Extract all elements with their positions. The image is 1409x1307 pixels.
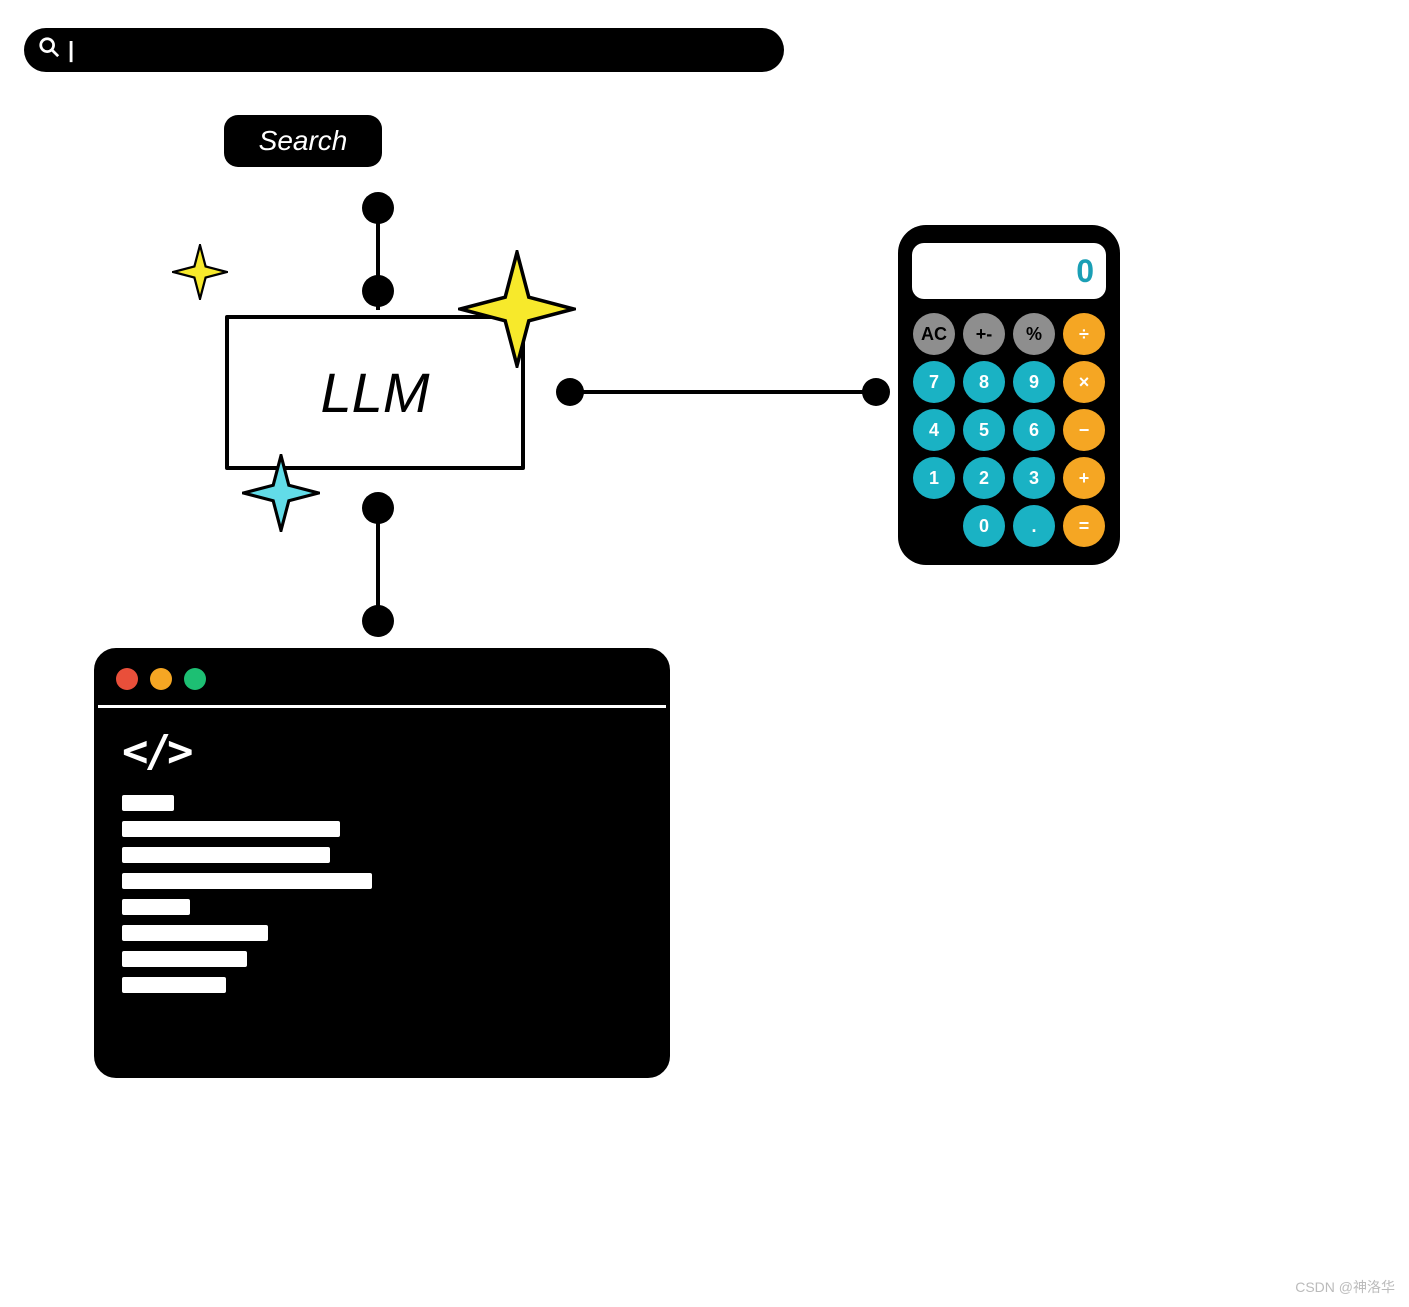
code-icon: </>: [122, 726, 642, 777]
watermark: CSDN @神洛华: [1295, 1277, 1395, 1297]
calc-btn-0[interactable]: 0: [963, 505, 1005, 547]
terminal-window: </>: [94, 648, 670, 1078]
calc-btn-÷[interactable]: ÷: [1063, 313, 1105, 355]
llm-label: LLM: [321, 360, 430, 425]
code-line: [122, 951, 247, 967]
calc-btn-6[interactable]: 6: [1013, 409, 1055, 451]
calc-btn-−[interactable]: −: [1063, 409, 1105, 451]
minimize-icon[interactable]: [150, 668, 172, 690]
calculator-display: 0: [912, 243, 1106, 299]
code-line: [122, 873, 372, 889]
code-line: [122, 899, 190, 915]
calc-btn-4[interactable]: 4: [913, 409, 955, 451]
calc-btn-+[interactable]: +: [1063, 457, 1105, 499]
search-label-text: Search: [259, 125, 348, 157]
code-line: [122, 977, 226, 993]
terminal-header: [98, 652, 666, 708]
search-cursor: |: [68, 37, 74, 63]
calc-btn-2[interactable]: 2: [963, 457, 1005, 499]
calc-btn-7[interactable]: 7: [913, 361, 955, 403]
search-label-pill: Search: [224, 115, 382, 167]
code-line: [122, 847, 330, 863]
calc-btn-3[interactable]: 3: [1013, 457, 1055, 499]
code-line: [122, 795, 174, 811]
sparkle-icon: [172, 244, 228, 300]
sparkle-icon: [458, 250, 576, 368]
calc-btn-5[interactable]: 5: [963, 409, 1005, 451]
calc-btn-×[interactable]: ×: [1063, 361, 1105, 403]
search-bar[interactable]: |: [24, 28, 784, 72]
calculator-keypad: AC+-%÷ 789× 456− 123+0.=: [912, 313, 1106, 547]
calc-btn-1[interactable]: 1: [913, 457, 955, 499]
calc-btn-.[interactable]: .: [1013, 505, 1055, 547]
connector-right-line: [570, 390, 880, 394]
search-icon: [38, 36, 60, 65]
calc-btn-AC[interactable]: AC: [913, 313, 955, 355]
calculator-display-value: 0: [1076, 253, 1094, 290]
connector-top-dot-b: [362, 275, 394, 307]
code-line: [122, 821, 340, 837]
calc-btn-+-[interactable]: +-: [963, 313, 1005, 355]
maximize-icon[interactable]: [184, 668, 206, 690]
sparkle-icon: [242, 454, 320, 532]
calc-btn-8[interactable]: 8: [963, 361, 1005, 403]
calculator: 0 AC+-%÷ 789× 456− 123+0.=: [898, 225, 1120, 565]
code-line: [122, 925, 268, 941]
connector-right-dot-b: [862, 378, 890, 406]
terminal-body: </>: [98, 708, 666, 1021]
calc-btn-9[interactable]: 9: [1013, 361, 1055, 403]
connector-bottom-dot-b: [362, 605, 394, 637]
calc-btn-%[interactable]: %: [1013, 313, 1055, 355]
calc-btn-=[interactable]: =: [1063, 505, 1105, 547]
close-icon[interactable]: [116, 668, 138, 690]
